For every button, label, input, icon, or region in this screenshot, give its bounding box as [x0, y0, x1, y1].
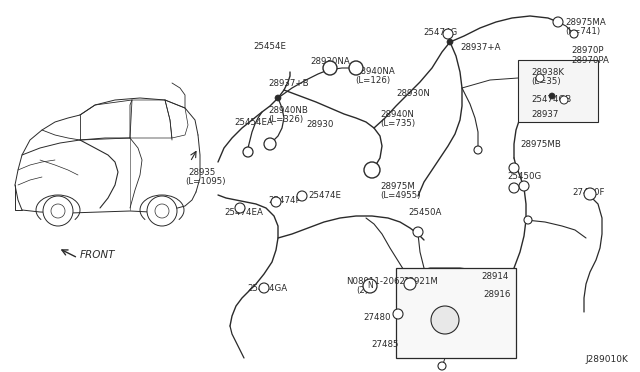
Circle shape — [519, 181, 529, 191]
Text: 28975M: 28975M — [380, 182, 415, 191]
Text: 25474P: 25474P — [268, 196, 301, 205]
Circle shape — [264, 138, 276, 150]
Text: 28975MA: 28975MA — [565, 18, 605, 27]
Text: (L=4955): (L=4955) — [380, 191, 420, 200]
Circle shape — [271, 197, 281, 207]
Circle shape — [431, 306, 459, 334]
Text: 25454EA: 25454EA — [234, 118, 273, 127]
Circle shape — [474, 146, 482, 154]
Circle shape — [363, 279, 377, 293]
Text: 28970P: 28970P — [571, 46, 604, 55]
Text: 28970PA: 28970PA — [571, 56, 609, 65]
Text: 27480: 27480 — [363, 313, 390, 322]
Text: N08911-2062H: N08911-2062H — [346, 277, 412, 286]
Text: 25474EA: 25474EA — [224, 208, 263, 217]
Text: 25474GB: 25474GB — [531, 95, 572, 104]
Circle shape — [443, 29, 453, 39]
Text: 27485: 27485 — [371, 340, 399, 349]
Circle shape — [447, 39, 453, 45]
Text: 28921M: 28921M — [403, 277, 438, 286]
Circle shape — [413, 227, 423, 237]
Text: 28937+A: 28937+A — [460, 43, 500, 52]
Text: 28937: 28937 — [531, 110, 558, 119]
Circle shape — [553, 17, 563, 27]
Text: 28940N: 28940N — [380, 110, 414, 119]
Text: 28916: 28916 — [483, 290, 510, 299]
Circle shape — [549, 93, 555, 99]
Text: 28930N: 28930N — [396, 89, 430, 98]
Text: 28938K: 28938K — [531, 68, 564, 77]
Text: 25454E: 25454E — [253, 42, 286, 51]
Text: FRONT: FRONT — [80, 250, 115, 260]
Circle shape — [509, 163, 519, 173]
Text: 28935: 28935 — [188, 168, 216, 177]
Text: (L=735): (L=735) — [380, 119, 415, 128]
Circle shape — [509, 183, 519, 193]
Text: 28975MB: 28975MB — [520, 140, 561, 149]
Text: (L=126): (L=126) — [355, 76, 390, 85]
Circle shape — [438, 362, 446, 370]
Circle shape — [393, 309, 403, 319]
Text: 28914: 28914 — [481, 272, 508, 281]
Circle shape — [560, 96, 568, 104]
Text: 25450G: 25450G — [507, 172, 541, 181]
Circle shape — [584, 188, 596, 200]
Circle shape — [147, 196, 177, 226]
Circle shape — [536, 74, 544, 82]
Text: 25474GA: 25474GA — [247, 284, 287, 293]
Circle shape — [275, 95, 281, 101]
Text: 27480F: 27480F — [572, 188, 605, 197]
Text: 28940NB: 28940NB — [268, 106, 308, 115]
Text: 25474G: 25474G — [423, 28, 457, 37]
Circle shape — [235, 203, 245, 213]
Circle shape — [155, 204, 169, 218]
Text: J289010K: J289010K — [585, 355, 628, 364]
Bar — [518, 60, 598, 122]
Circle shape — [524, 216, 532, 224]
Circle shape — [364, 162, 380, 178]
Text: (L=326): (L=326) — [268, 115, 303, 124]
Text: 28930: 28930 — [306, 120, 333, 129]
Circle shape — [297, 191, 307, 201]
Bar — [396, 268, 516, 358]
Text: (2): (2) — [356, 286, 368, 295]
Text: 25450A: 25450A — [408, 208, 442, 217]
Text: 28930NA: 28930NA — [310, 57, 349, 66]
Text: (L=1095): (L=1095) — [185, 177, 225, 186]
Circle shape — [43, 196, 73, 226]
Circle shape — [259, 283, 269, 293]
Text: 28937+B: 28937+B — [268, 79, 308, 88]
Text: (L=35): (L=35) — [531, 77, 561, 86]
Circle shape — [349, 61, 363, 75]
Circle shape — [570, 30, 578, 38]
Text: 25474E: 25474E — [308, 191, 341, 200]
Circle shape — [404, 278, 416, 290]
Circle shape — [323, 61, 337, 75]
Text: (L=741): (L=741) — [565, 27, 600, 36]
Text: 28940NA: 28940NA — [355, 67, 395, 76]
Circle shape — [243, 147, 253, 157]
Circle shape — [51, 204, 65, 218]
Text: N: N — [367, 282, 373, 291]
